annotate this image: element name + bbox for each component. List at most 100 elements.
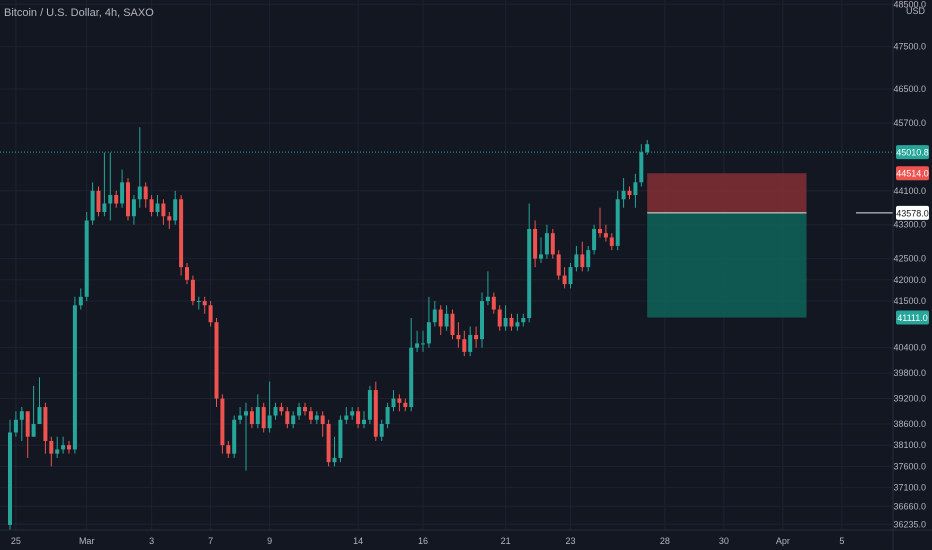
price-tick-label: 39800.0 (893, 368, 926, 378)
candle-body (568, 267, 573, 285)
candle-body (539, 254, 543, 259)
time-tick-label: 5 (839, 536, 844, 546)
candle-body (509, 318, 514, 327)
price-tick-label: 48500.0 (893, 0, 926, 9)
take-profit-zone (647, 212, 807, 318)
price-tick-label: 42500.0 (893, 254, 926, 264)
candle-body (238, 415, 243, 420)
candle-body (456, 334, 461, 340)
candle-body (344, 415, 349, 420)
candle-body (25, 411, 30, 437)
price-tick-label: 44100.0 (893, 186, 926, 196)
time-tick-label: 28 (660, 536, 670, 546)
candle-body (31, 424, 36, 437)
candle-body (332, 457, 337, 463)
candle-body (627, 190, 632, 196)
candle-body (326, 424, 331, 463)
candle-body (397, 398, 402, 403)
candle-body (114, 195, 119, 204)
candle-body (586, 250, 591, 268)
candles-layer (8, 127, 650, 530)
entry-price-label-background (896, 205, 929, 220)
candle-body (497, 309, 502, 327)
candle-body (533, 228, 538, 259)
candle-body (84, 220, 89, 297)
candle-body (421, 343, 425, 345)
price-tick-label: 36660.0 (893, 501, 926, 511)
stop-loss-label-background (896, 166, 929, 181)
candle-body (468, 334, 473, 352)
candle-body (527, 228, 532, 318)
price-tick-label: 37600.0 (893, 461, 926, 471)
candle-body (639, 152, 644, 183)
candle-body (621, 190, 626, 200)
candle-body (633, 182, 638, 196)
candle-body (503, 318, 508, 327)
candle-body (196, 301, 201, 303)
candle-body (143, 186, 148, 200)
candle-body (273, 407, 278, 416)
entry-price-label: 43578.0 (896, 208, 929, 218)
candle-body (120, 182, 125, 204)
candle-body (320, 415, 325, 424)
time-tick-label: 7 (208, 536, 213, 546)
price-tick-label: 42000.0 (893, 275, 926, 285)
candle-body (362, 419, 366, 424)
candle-body (261, 407, 266, 429)
candle-body (78, 296, 83, 306)
candle-body (562, 275, 567, 285)
price-tick-label: 41500.0 (893, 296, 926, 306)
candle-body (391, 398, 396, 408)
candle-body (190, 279, 195, 302)
candle-body (403, 402, 408, 408)
symbol-title[interactable]: Bitcoin / U.S. Dollar, 4h, SAXO (4, 7, 154, 19)
candle-body (167, 216, 172, 221)
time-tick-label: 30 (719, 536, 729, 546)
candle-body (220, 398, 225, 446)
candle-body (308, 411, 313, 420)
short-position-tool[interactable] (647, 173, 893, 318)
candle-body (615, 199, 620, 246)
current-price-label-background (896, 145, 929, 160)
candle-body (149, 199, 154, 212)
candle-body (102, 203, 107, 212)
currency-label: USD (906, 6, 926, 16)
time-axis[interactable]: 25 Mar 3 7 9 14 16 21 23 28 30 Apr 5 (11, 536, 845, 546)
price-tick-label: 39200.0 (893, 394, 926, 404)
price-axis[interactable]: 36235.0 36660.0 37100.0 37600.0 38100.0 38600… (893, 0, 926, 529)
candle-body (202, 301, 207, 306)
price-labels: 45010.8 44514.0 43578.0 41111.0 (896, 145, 929, 325)
candle-body (426, 322, 431, 344)
price-tick-label: 38100.0 (893, 440, 926, 450)
candle-body (214, 322, 219, 399)
price-tick-label: 47500.0 (893, 42, 926, 52)
current-price-label: 45010.8 (896, 148, 929, 158)
candle-body (61, 445, 66, 450)
time-tick-label: Mar (79, 536, 95, 546)
time-tick-label: Apr (776, 536, 790, 546)
candle-body (137, 186, 142, 200)
candle-body (13, 419, 18, 433)
candle-body (8, 432, 12, 525)
candle-body (297, 407, 302, 416)
candle-body (432, 309, 437, 323)
candle-body (179, 199, 184, 268)
candle-body (37, 407, 42, 424)
candle-body (226, 445, 231, 454)
candle-body (409, 347, 414, 408)
take-profit-label-background (896, 310, 929, 325)
candle-body (521, 318, 526, 323)
candle-body (603, 233, 608, 238)
candle-body (90, 190, 95, 221)
take-profit-label: 41111.0 (897, 313, 928, 323)
candle-body (598, 228, 602, 234)
candle-body (161, 203, 166, 217)
candle-body (609, 237, 614, 246)
candle-body (444, 313, 449, 327)
candle-body (574, 254, 579, 268)
stop-loss-label: 44514.0 (896, 169, 929, 179)
candle-body (314, 415, 319, 420)
candle-body (285, 411, 290, 424)
price-tick-label: 37100.0 (893, 483, 926, 493)
